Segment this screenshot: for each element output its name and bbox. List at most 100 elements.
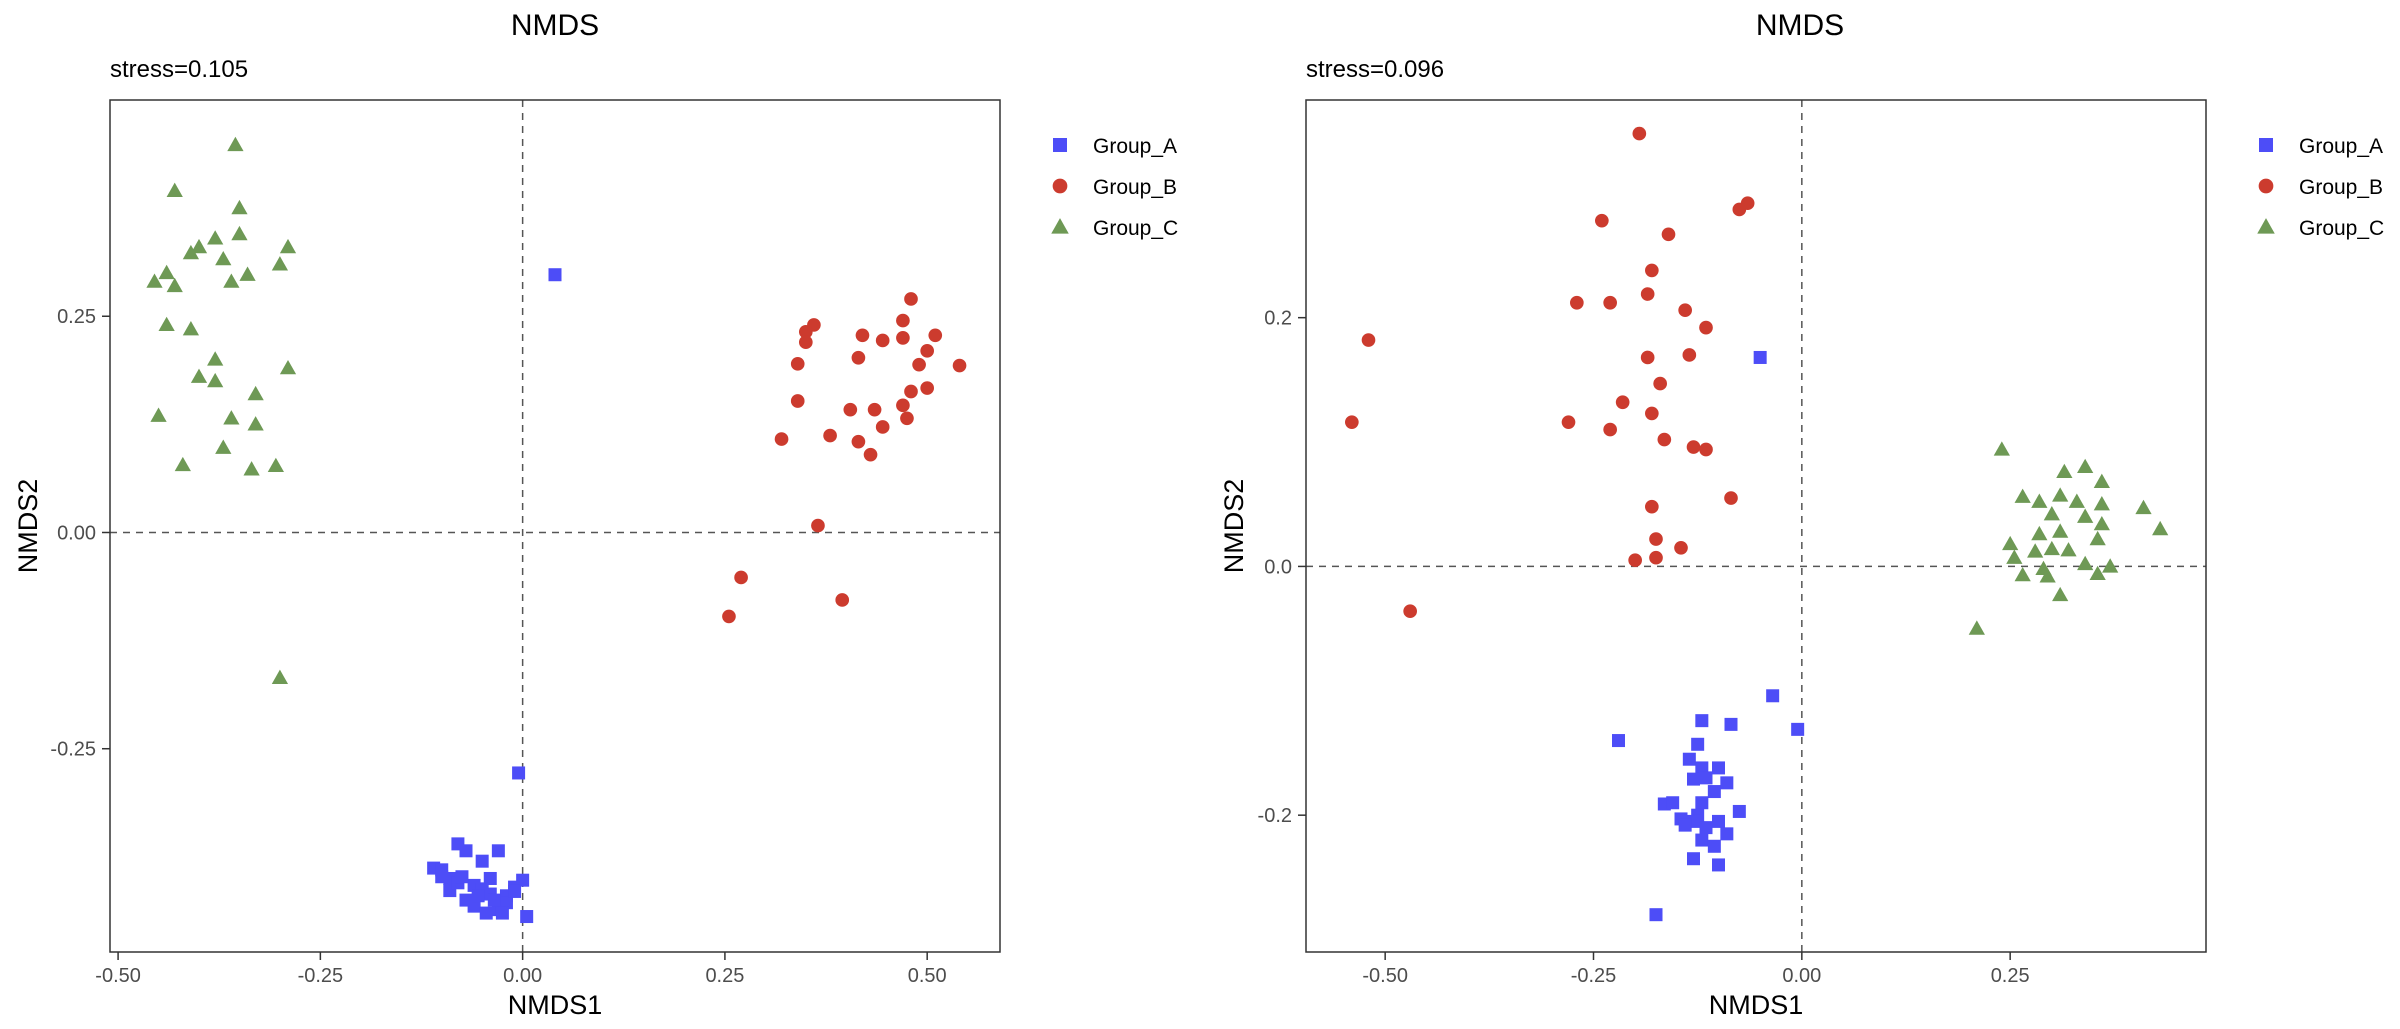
data-point — [1612, 734, 1625, 748]
legend-label: Group_A — [1093, 135, 1177, 158]
y-tick-label: -0.2 — [1258, 805, 1292, 827]
data-point — [491, 844, 505, 858]
data-point — [479, 906, 493, 920]
legend-label: Group_C — [1093, 217, 1178, 240]
data-point — [1712, 761, 1725, 775]
data-point — [2043, 505, 2060, 521]
data-point — [516, 873, 530, 887]
x-tick-label: 0.00 — [503, 965, 542, 987]
data-point — [2077, 555, 2094, 571]
chart-title: NMDS — [511, 9, 599, 42]
x-tick-label: 0.00 — [1782, 965, 1821, 987]
y-axis-label: NMDS2 — [1219, 479, 1249, 574]
data-point — [1361, 333, 1376, 347]
data-point — [207, 372, 224, 388]
data-point — [790, 394, 805, 408]
data-point — [279, 359, 297, 375]
legend-label: Group_B — [2299, 176, 2383, 199]
data-point — [1674, 540, 1688, 555]
data-point — [499, 896, 513, 910]
series-Group_A — [1612, 350, 1805, 922]
data-point — [1732, 202, 1747, 217]
data-point — [2089, 565, 2106, 581]
data-point — [495, 906, 509, 920]
data-point — [863, 447, 878, 462]
data-point — [512, 766, 526, 780]
data-point — [851, 350, 866, 365]
data-point — [1724, 717, 1738, 731]
data-point — [2152, 520, 2169, 536]
data-point — [2014, 488, 2031, 503]
x-tick-label: 0.50 — [908, 965, 947, 987]
data-point — [2052, 523, 2069, 538]
data-point — [734, 570, 748, 585]
legend-key — [2258, 178, 2274, 194]
data-point — [1724, 491, 1738, 505]
data-point — [267, 457, 284, 473]
data-point — [1699, 442, 1713, 457]
x-axis-label: NMDS1 — [508, 990, 603, 1020]
data-point — [2014, 566, 2031, 582]
data-point — [455, 870, 469, 884]
data-point — [2135, 499, 2152, 515]
x-tick-label: -0.50 — [95, 965, 141, 987]
y-axis-label: NMDS2 — [13, 479, 43, 574]
data-point — [182, 244, 200, 260]
data-point — [900, 411, 914, 426]
data-point — [247, 416, 264, 431]
data-point — [207, 351, 224, 366]
data-point — [2093, 515, 2110, 531]
data-point — [875, 420, 890, 434]
series-Group_B — [1345, 126, 1755, 619]
data-point — [1345, 415, 1359, 429]
data-point — [1645, 499, 1659, 514]
data-point — [1695, 714, 1709, 728]
data-point — [1699, 821, 1713, 835]
data-point — [459, 844, 473, 858]
legend-key — [2257, 218, 2275, 234]
data-point — [855, 328, 870, 343]
data-point — [1603, 422, 1617, 437]
data-point — [920, 344, 935, 358]
data-point — [790, 356, 805, 371]
data-point — [1712, 814, 1725, 828]
data-point — [2068, 493, 2085, 508]
data-point — [223, 410, 240, 425]
data-point — [1712, 858, 1725, 872]
data-point — [231, 199, 248, 215]
data-point — [1640, 287, 1655, 301]
data-point — [1570, 295, 1584, 310]
nmds-panel-1: NMDS stress=0.105 -0.50 -0.25 0.00 0.25 0.50 -0… — [13, 9, 1178, 1020]
data-point — [952, 358, 967, 373]
data-point — [928, 328, 943, 343]
legend-label: Group_B — [1093, 176, 1177, 199]
series-Group_C — [146, 136, 297, 684]
data-point — [1695, 761, 1709, 775]
data-point — [2027, 543, 2044, 558]
data-point — [1720, 827, 1734, 841]
data-point — [467, 899, 481, 913]
data-point — [1691, 737, 1705, 751]
x-axis-label: NMDS1 — [1709, 990, 1804, 1020]
legend-label: Group_C — [2299, 217, 2384, 240]
x-tick-label: -0.50 — [1362, 965, 1408, 987]
data-point — [811, 518, 825, 533]
data-point — [867, 402, 882, 417]
data-point — [2077, 508, 2094, 523]
y-tick-label: 0.25 — [57, 306, 96, 328]
data-point — [548, 268, 562, 282]
data-point — [223, 273, 240, 288]
data-point — [1707, 785, 1721, 799]
data-point — [823, 428, 837, 443]
data-point — [146, 273, 163, 288]
data-point — [1766, 689, 1780, 703]
data-point — [247, 385, 264, 401]
data-point — [2102, 558, 2119, 573]
data-point — [239, 266, 256, 281]
x-tick-label: -0.25 — [298, 965, 344, 987]
y-tick-label: 0.2 — [1264, 308, 1292, 330]
data-point — [158, 316, 175, 332]
data-point — [2031, 493, 2048, 508]
data-point — [1687, 852, 1700, 866]
